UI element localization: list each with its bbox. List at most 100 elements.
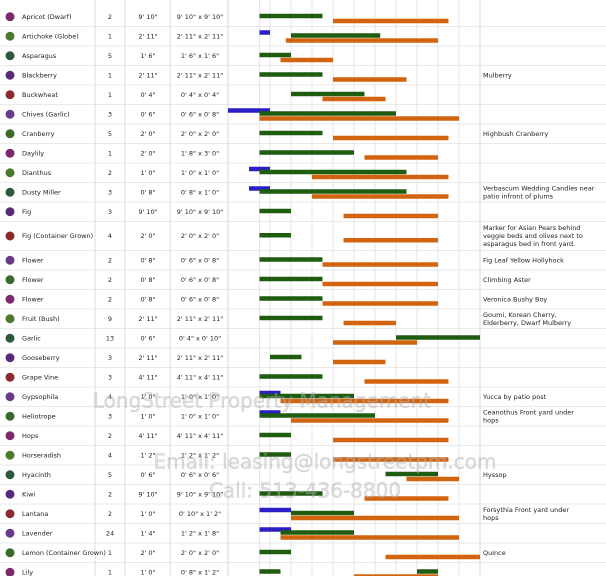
spacing: 9' 10"	[138, 13, 157, 21]
plant-name: Lemon (Container Grown)	[22, 549, 106, 557]
timeline-bar	[417, 569, 438, 574]
plant-icon	[5, 231, 15, 241]
size: 4' 11" x 4' 11"	[177, 373, 223, 381]
size: 0' 6" x 0' 8"	[181, 276, 219, 284]
timeline-bar	[259, 452, 291, 457]
size: 4' 11" x 4' 11"	[177, 432, 223, 440]
timeline-bar	[364, 155, 438, 160]
plant-icon	[5, 528, 15, 538]
plant-name: Asparagus	[22, 52, 57, 60]
notes: Quince	[483, 549, 506, 557]
plant-name: Fruit (Bush)	[22, 315, 60, 323]
plant-name: Fig	[22, 208, 31, 216]
timeline-bar	[291, 510, 354, 516]
quantity: 2	[108, 432, 112, 440]
size: 0' 8" x 1' 0"	[181, 188, 219, 196]
spacing: 0' 4"	[140, 91, 155, 99]
quantity: 4	[108, 451, 112, 459]
plant-icon	[5, 70, 15, 80]
timeline-bar	[259, 390, 281, 396]
timeline-bar	[343, 238, 438, 243]
timeline-bar	[364, 496, 449, 501]
spacing: 1' 0"	[140, 510, 155, 518]
notes: Verbascum Wedding Candles near patio infr…	[483, 184, 595, 200]
plant-name: Flower	[22, 276, 44, 284]
spacing: 0' 6"	[140, 334, 155, 342]
size: 0' 10" x 1' 2"	[179, 510, 221, 518]
timeline-bar	[259, 276, 323, 282]
timeline-bar	[259, 257, 323, 262]
timeline-bar	[285, 38, 438, 43]
spacing: 2' 0"	[140, 549, 155, 557]
timeline-bar	[291, 91, 365, 97]
notes: Veronica Bushy Boy	[483, 295, 547, 303]
plant-name: Flower	[22, 295, 44, 303]
notes: Ceanothus Front yard under hops	[483, 408, 574, 424]
timeline-bar	[322, 301, 438, 306]
plant-icon	[5, 450, 15, 460]
timeline-bar	[354, 574, 438, 576]
plant-icon	[5, 392, 15, 402]
notes: Yucca by patio post	[482, 393, 547, 401]
plant-icon	[5, 187, 15, 197]
plant-icon	[5, 207, 15, 217]
size: 2' 0" x 2' 0"	[181, 549, 219, 557]
timeline-bar	[291, 33, 381, 38]
plant-name: Lavender	[22, 529, 53, 537]
quantity: 2	[108, 276, 112, 284]
size: 1' 0" x 1' 0"	[181, 169, 219, 177]
timeline-bar	[259, 296, 323, 301]
size: 1' 0" x 1' 0"	[181, 393, 219, 401]
spacing: 1' 6"	[140, 52, 155, 60]
quantity: 5	[108, 471, 112, 479]
timeline-bar	[259, 111, 396, 116]
quantity: 1	[108, 32, 112, 40]
timeline-bar	[259, 130, 323, 136]
spacing: 0' 8"	[140, 188, 155, 196]
spacing: 2' 11"	[138, 71, 157, 79]
spacing: 1' 0"	[140, 169, 155, 177]
plant-name: Horseradish	[22, 451, 61, 459]
timeline-bar	[385, 471, 438, 477]
timeline-bar	[333, 340, 417, 345]
timeline-bar	[333, 135, 449, 141]
plant-name: Buckwheat	[22, 91, 58, 99]
timeline-bar	[259, 549, 291, 555]
timeline-bar	[322, 262, 438, 267]
timeline-bar	[291, 515, 459, 521]
plant-icon	[5, 129, 15, 139]
quantity: 2	[108, 295, 112, 303]
notes: Goumi, Korean Cherry, Elderberry, Dwarf M…	[483, 311, 571, 327]
plant-name: Hops	[22, 432, 39, 440]
size: 9' 10" x 9' 10"	[177, 13, 223, 21]
size: 2' 0" x 2' 0"	[181, 130, 219, 138]
plant-icon	[5, 372, 15, 382]
timeline-bar	[406, 476, 459, 482]
timeline-bar	[259, 208, 291, 214]
plant-icon	[5, 255, 15, 265]
notes: Hyssop	[483, 471, 507, 479]
plant-icon	[5, 90, 15, 100]
timeline-bar	[396, 335, 480, 340]
spacing: 9' 10"	[138, 208, 157, 216]
size: 9' 10" x 9' 10"	[177, 490, 223, 498]
spacing: 4' 11"	[138, 432, 157, 440]
timeline-bar	[259, 527, 291, 532]
timeline-bar	[259, 393, 354, 399]
timeline-bar	[259, 315, 323, 321]
plant-name: Lantana	[22, 510, 48, 518]
timeline-bar	[259, 491, 323, 496]
notes: Highbush Cranberry	[483, 130, 548, 138]
size: 0' 4" x 0' 10"	[179, 334, 221, 342]
plant-icon	[5, 51, 15, 61]
size: 0' 8" x 1' 2"	[181, 568, 219, 576]
timeline-bar	[291, 418, 449, 423]
quantity: 2	[108, 256, 112, 264]
timeline-bar	[280, 398, 449, 404]
plant-name: Dianthus	[22, 169, 52, 177]
timeline-bar	[259, 507, 291, 513]
plant-name: Chives (Garlic)	[22, 110, 70, 118]
timeline-bar	[333, 359, 386, 365]
quantity: 2	[108, 510, 112, 518]
timeline-bar	[259, 189, 407, 194]
